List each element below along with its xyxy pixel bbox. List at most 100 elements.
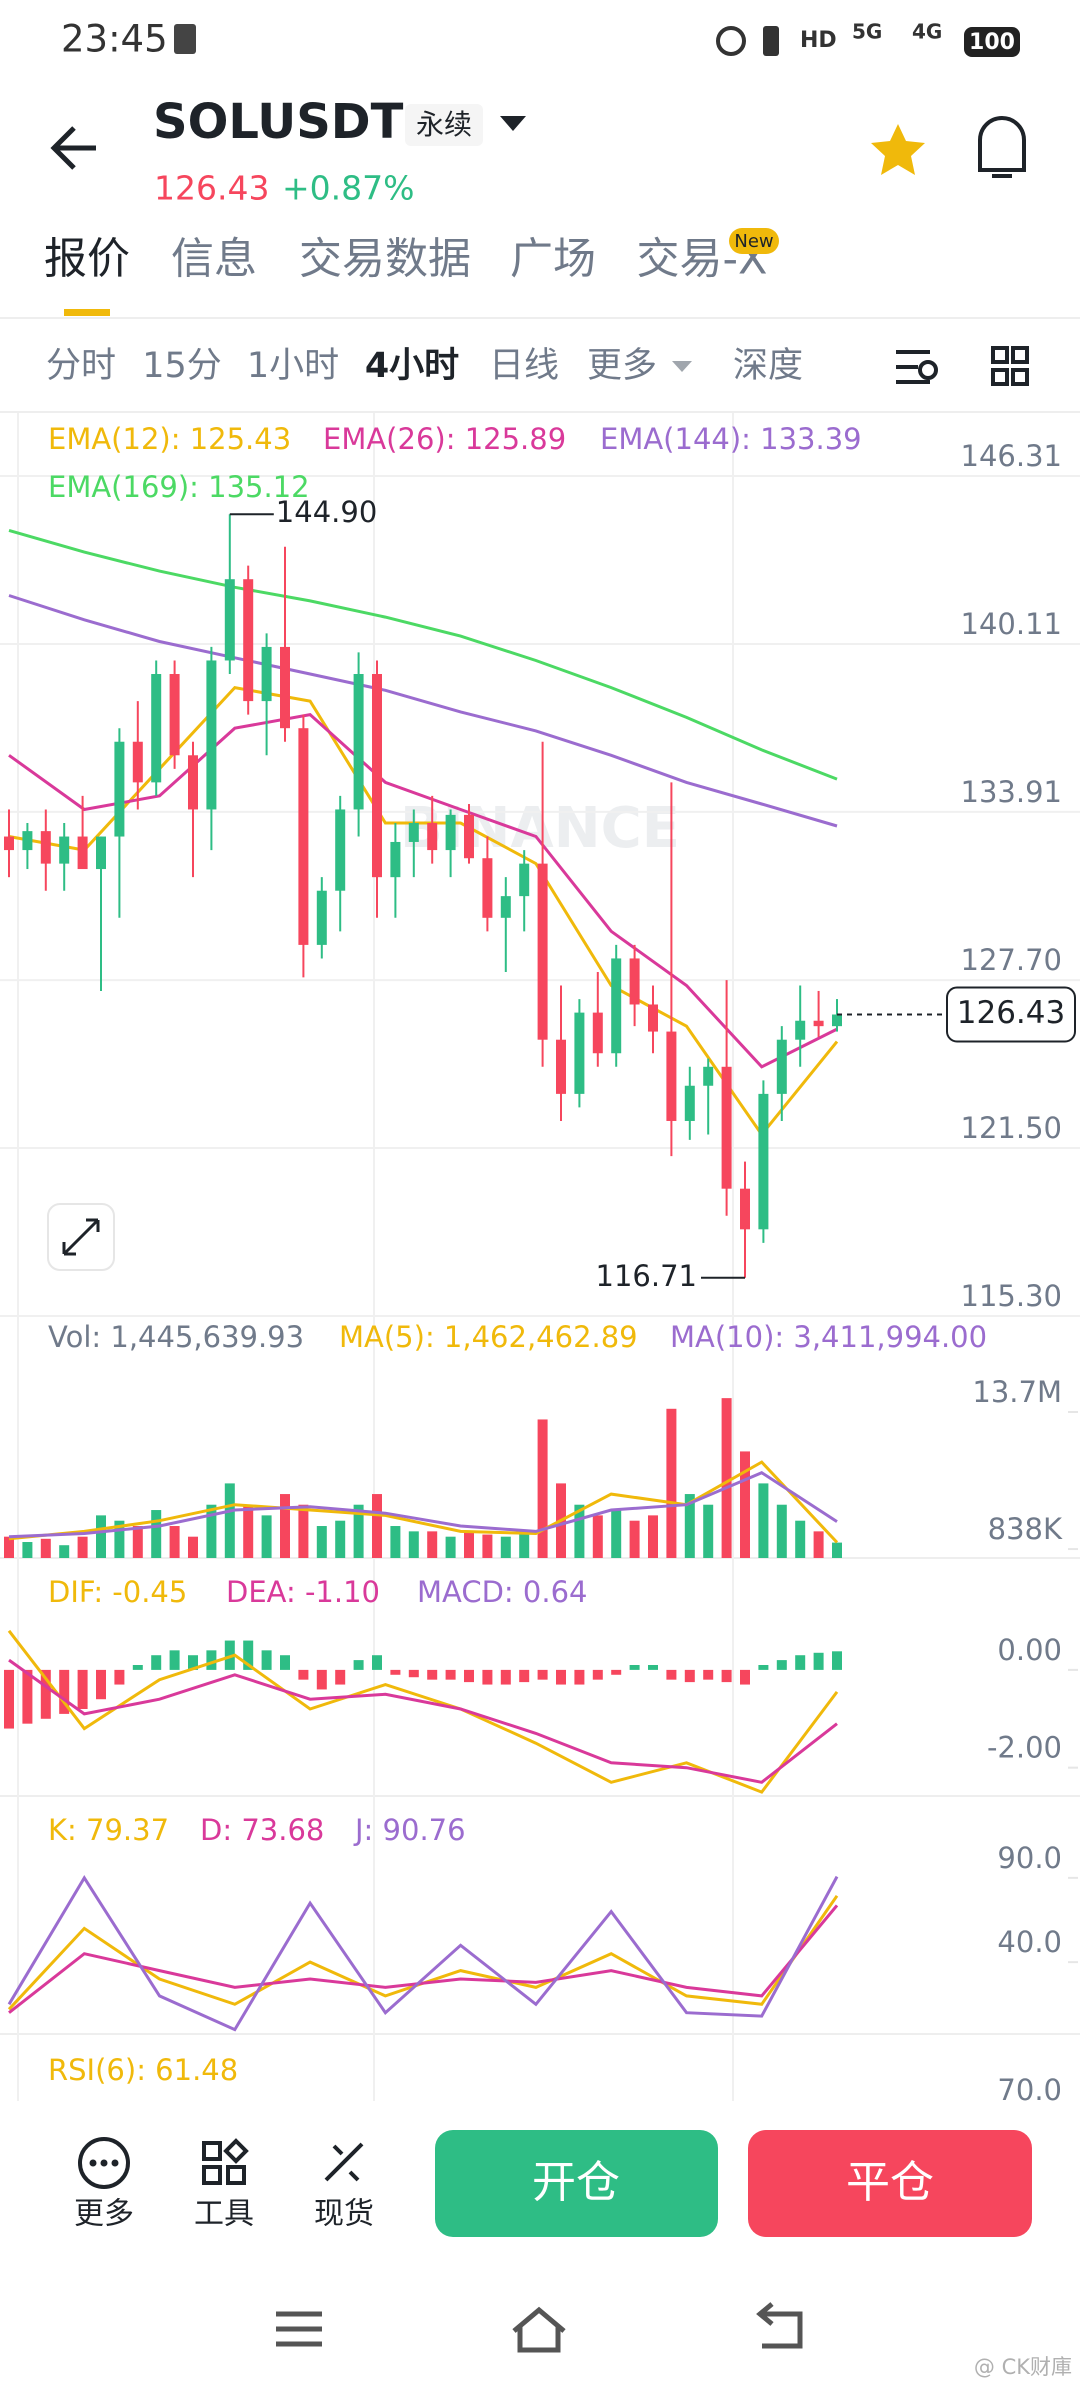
indicator-line [7,1629,839,1794]
last-price-box [946,986,1076,1043]
macd-bar [703,1669,714,1680]
battery [964,27,1020,57]
volume-bar [243,1504,254,1558]
y-tick-label: 13.7M [972,1375,1062,1409]
candle-body [556,1039,566,1094]
macd-bar [813,1652,824,1670]
volume-bar [169,1526,180,1558]
volume-bar [114,1520,125,1558]
dropdown[interactable] [500,116,526,131]
volume-bar [813,1531,824,1558]
open-button[interactable] [435,2130,718,2237]
toolbar-label[interactable]: 更多 [74,2197,134,2232]
last-price-label: 126.43 [957,995,1065,1031]
interval[interactable]: 15分 [142,346,222,386]
close-label: 平仓 [846,2157,934,2208]
layout-icon[interactable] [991,346,1029,386]
volume-bar [592,1515,603,1558]
candle-body [758,1093,769,1230]
candle-body [298,728,309,945]
candle-body [427,822,438,851]
indicator-line [8,1658,838,1784]
volume-bar [519,1531,530,1558]
y-tick-label: 40.0 [997,1925,1062,1959]
candle-body [776,1039,787,1094]
candle-body [390,841,401,878]
legend-entry: K: 79.37 [48,1813,169,1847]
nav-home[interactable] [512,2306,566,2353]
macd-bar [758,1665,769,1670]
candle-body [537,863,548,1040]
interval[interactable]: 深度 [733,346,803,386]
back-button[interactable] [50,126,96,170]
macd-bar [4,1669,14,1729]
macd-bar [427,1669,438,1680]
last-price: 126.43 [154,169,269,208]
interval[interactable]: 更多 [587,346,657,386]
macd-bar [666,1669,677,1680]
indicator-line [8,712,838,1069]
macd-bar [372,1655,382,1670]
tab[interactable]: 广场 [510,235,596,285]
legend-entry: EMA(144): 133.39 [600,422,862,456]
macd-bar [96,1669,106,1700]
volume-bar [335,1520,346,1558]
interval[interactable]: 4小时 [365,346,459,386]
tab[interactable]: 报价 [44,235,130,285]
volume-bar [408,1531,419,1558]
macd-bar [261,1650,272,1670]
nav-back[interactable] [756,2302,803,2349]
legend-entry: MA(10): 3,411,994.00 [670,1320,987,1354]
tools-icon[interactable] [202,2138,249,2185]
y-tick-label: 838K [988,1512,1063,1546]
spot-icon[interactable] [324,2142,364,2182]
nav-menu[interactable] [276,2311,322,2347]
legend-entry: MACD: 0.64 [417,1575,588,1609]
alerts[interactable] [978,116,1026,178]
y-tick-label: 127.70 [961,943,1062,977]
more-icon[interactable] [78,2137,130,2189]
macd-bar [537,1669,548,1680]
legend-entry: J: 90.76 [353,1813,466,1847]
volume-bar [40,1538,51,1558]
interval[interactable]: 日线 [489,346,559,386]
interval[interactable]: 1小时 [247,346,339,386]
volume-bar [151,1510,162,1558]
tab[interactable]: 交易数据 [299,235,471,285]
candle-body [59,836,70,864]
close-button[interactable] [748,2130,1032,2237]
tab[interactable]: 信息 [171,235,257,285]
y-tick-label: 0.00 [997,1633,1062,1667]
volume-bar [96,1515,106,1558]
legend-entry: DEA: -1.10 [226,1575,380,1609]
legend-entry: DIF: -0.45 [48,1575,187,1609]
macd-bar [316,1669,327,1690]
y-tick-label: -2.00 [987,1731,1062,1765]
macd-bar [519,1669,530,1683]
interval[interactable]: 分时 [46,346,116,386]
volume-bar [758,1483,769,1558]
vibrate-icon [763,26,779,56]
volume-bar [574,1504,585,1558]
legend-entry: D: 73.68 [200,1813,324,1847]
macd-bar [132,1665,143,1670]
chart-watermark: BINANCE [400,796,680,861]
volume-bar [298,1504,309,1558]
min-label: 116.71 [596,1259,697,1293]
candle-body [4,836,14,851]
candle-body [114,741,125,837]
indicator-line [8,1904,839,2014]
settings-icon[interactable] [896,350,938,384]
candle-body [224,579,235,661]
status-icon [174,24,196,54]
toolbar-label[interactable]: 工具 [194,2197,254,2232]
candle-body [666,1031,677,1121]
volume-bar [206,1504,217,1558]
candle-body [795,1020,806,1040]
candle-body [22,831,33,851]
dropdown [672,361,692,372]
toolbar-label[interactable]: 现货 [314,2197,374,2232]
candle-body [445,814,456,851]
favorite[interactable] [871,124,925,175]
